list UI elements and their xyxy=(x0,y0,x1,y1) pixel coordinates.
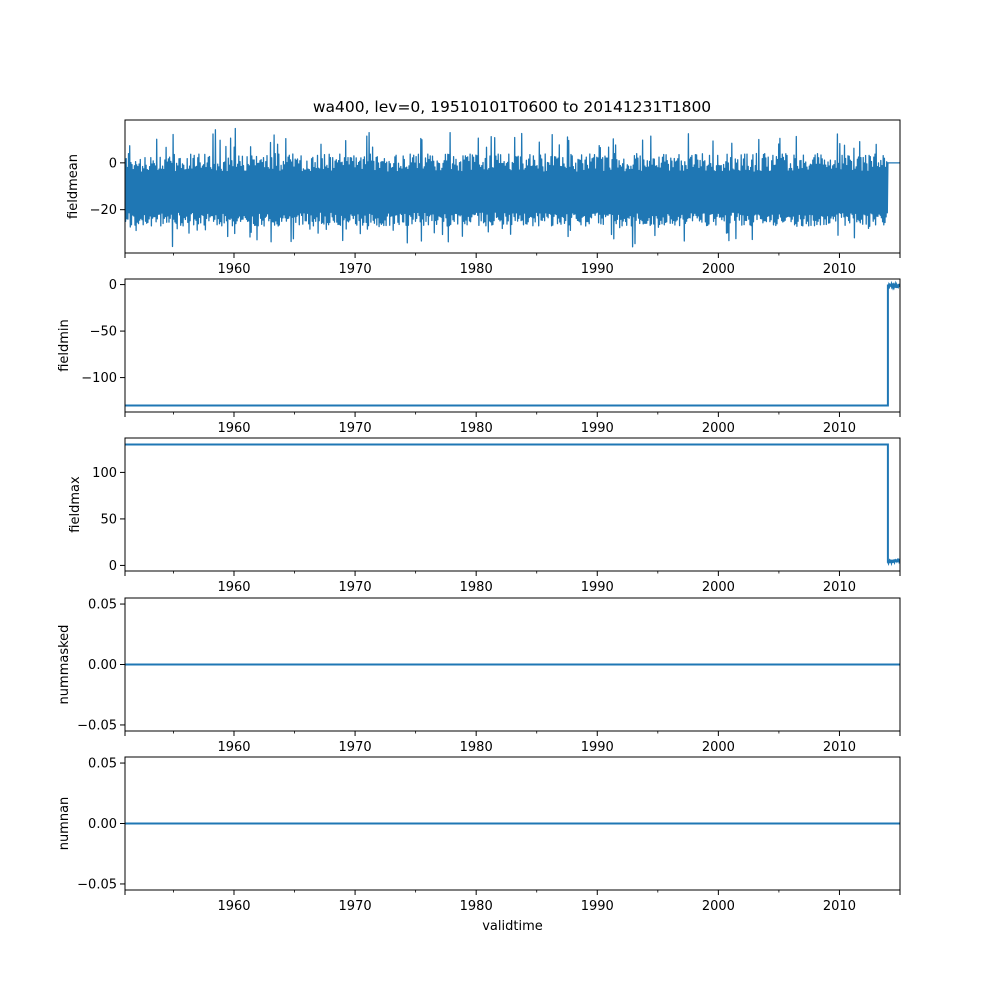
y-tick-label: 0 xyxy=(109,156,117,171)
fieldmax-panel: 1960 1970 1980 1990 2000 2010 100 50 0 fieldmax xyxy=(68,437,901,595)
y-tick-label: 0.00 xyxy=(88,817,117,832)
y-tick-label: 0.05 xyxy=(88,598,117,613)
fieldmin-panel: 1960 1970 1980 1990 2000 2010 0 −50 −100 fieldmin xyxy=(57,278,901,436)
fieldmin-axes-frame xyxy=(124,278,901,413)
fieldmean-series-line xyxy=(125,127,900,248)
chart-title: wa400, lev=0, 19510101T0600 to 20141231T… xyxy=(313,98,711,116)
x-tick-label: 1970 xyxy=(339,421,372,436)
fieldmean-ylabel: fieldmean xyxy=(66,154,81,219)
fieldmean-panel: 1960 1970 1980 1990 2000 2010 0 −20 fieldmean xyxy=(66,119,901,277)
numnan-panel: 1960 1970 1980 1990 2000 2010 0.05 0.00 −0.05 num… xyxy=(57,756,901,934)
y-tick-label: 100 xyxy=(92,466,117,481)
x-tick-label: 2000 xyxy=(702,580,735,595)
y-tick-label: −0.05 xyxy=(77,718,117,733)
x-tick-label: 2000 xyxy=(702,899,735,914)
y-tick-label: 0.05 xyxy=(88,757,117,772)
fieldmean-axes-frame xyxy=(124,119,901,254)
x-tick-label: 2010 xyxy=(823,740,856,755)
x-tick-label: 2010 xyxy=(823,899,856,914)
fieldmax-ylabel: fieldmax xyxy=(68,476,83,533)
y-tick-label: 50 xyxy=(100,512,117,527)
x-tick-label: 1990 xyxy=(581,421,614,436)
x-tick-label: 1960 xyxy=(217,740,250,755)
x-tick-label: 1970 xyxy=(339,262,372,277)
x-tick-label: 1970 xyxy=(339,580,372,595)
x-tick-label: 2000 xyxy=(702,421,735,436)
y-tick-label: −0.05 xyxy=(77,877,117,892)
y-tick-label: −20 xyxy=(90,203,117,218)
fieldmax-tail-noise xyxy=(886,558,900,567)
x-tick-label: 1990 xyxy=(581,580,614,595)
y-tick-label: 0 xyxy=(109,278,117,293)
y-tick-label: −100 xyxy=(81,371,117,386)
x-tick-label: 1980 xyxy=(460,580,493,595)
x-tick-label: 1970 xyxy=(339,899,372,914)
x-tick-label: 1980 xyxy=(460,262,493,277)
nummasked-ylabel: nummasked xyxy=(57,625,72,705)
numnan-ylabel: numnan xyxy=(57,797,72,851)
y-tick-label: −50 xyxy=(90,325,117,340)
x-tick-label: 1980 xyxy=(460,740,493,755)
fieldmean-plot-area xyxy=(125,127,900,248)
x-tick-label: 2000 xyxy=(702,740,735,755)
subplots: 1960 1970 1980 1990 2000 20100−20fieldmean196… xyxy=(57,119,901,934)
fieldmin-ylabel: fieldmin xyxy=(57,319,72,372)
fieldmax-axes-frame xyxy=(124,437,901,572)
x-tick-label: 1990 xyxy=(581,740,614,755)
fieldmin-plot-area xyxy=(125,280,900,407)
x-tick-label: 1960 xyxy=(217,899,250,914)
x-tick-label: 1990 xyxy=(581,899,614,914)
x-tick-label: 1970 xyxy=(339,740,372,755)
fieldmin-tail-noise xyxy=(886,280,900,291)
y-tick-label: 0.00 xyxy=(88,658,117,673)
x-tick-label: 1960 xyxy=(217,262,250,277)
y-tick-label: 0 xyxy=(109,559,117,574)
x-axis-label: validtime xyxy=(482,919,543,934)
x-tick-label: 2010 xyxy=(823,262,856,277)
x-tick-label: 2000 xyxy=(702,262,735,277)
x-tick-label: 1980 xyxy=(460,899,493,914)
nummasked-panel: 1960 1970 1980 1990 2000 2010 0.05 0.00 −0.05 num… xyxy=(57,597,901,755)
x-tick-label: 1960 xyxy=(217,421,250,436)
x-tick-label: 2010 xyxy=(823,580,856,595)
x-tick-label: 1980 xyxy=(460,421,493,436)
x-tick-label: 2010 xyxy=(823,421,856,436)
x-tick-label: 1990 xyxy=(581,262,614,277)
fieldmax-plot-area xyxy=(125,443,900,567)
x-tick-label: 1960 xyxy=(217,580,250,595)
